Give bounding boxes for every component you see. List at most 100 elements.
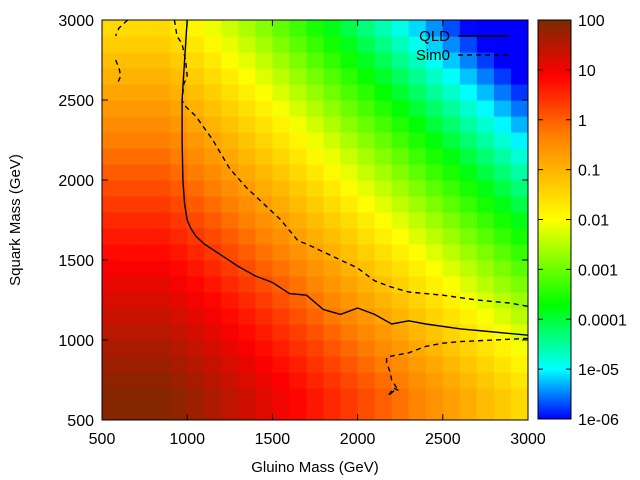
- heatmap-cell: [459, 20, 478, 37]
- heatmap-cell: [136, 84, 154, 101]
- heatmap-cell: [442, 388, 461, 405]
- heatmap-cell: [323, 52, 342, 69]
- heatmap-cell: [170, 324, 188, 341]
- heatmap-cell: [442, 148, 461, 165]
- heatmap-cell: [204, 356, 222, 373]
- heatmap-cell: [255, 340, 273, 357]
- heatmap-cell: [340, 292, 359, 309]
- heatmap-cell: [476, 180, 495, 197]
- heatmap-cell: [357, 84, 376, 101]
- heatmap-cell: [221, 212, 239, 229]
- heatmap-cell: [136, 116, 154, 133]
- heatmap-cell: [306, 324, 325, 341]
- heatmap-cell: [289, 20, 308, 37]
- colorbar-tick-label: 0.001: [578, 262, 618, 279]
- heatmap-cell: [272, 340, 291, 357]
- heatmap-cell: [306, 260, 325, 277]
- curve-sim0-segment-3: [114, 59, 122, 85]
- heatmap-cell: [391, 244, 410, 261]
- heatmap-cell: [289, 164, 308, 181]
- heatmap-cell: [357, 356, 376, 373]
- heatmap-cell: [476, 372, 495, 389]
- heatmap-cell: [374, 244, 393, 261]
- heatmap-cell: [425, 276, 444, 293]
- heatmap-cell: [425, 260, 444, 277]
- y-tick-label: 3000: [58, 13, 94, 30]
- heatmap-cell: [153, 324, 171, 341]
- heatmap-cell: [119, 132, 137, 149]
- heatmap-cell: [442, 116, 461, 133]
- heatmap-cell: [153, 116, 171, 133]
- heatmap-cell: [510, 260, 528, 277]
- heatmap-cell: [459, 404, 478, 420]
- heatmap-cell: [153, 260, 171, 277]
- heatmap-cell: [255, 356, 273, 373]
- heatmap-cell: [459, 164, 478, 181]
- heatmap-cells: [102, 20, 528, 420]
- heatmap-cell: [306, 68, 325, 85]
- heatmap-cell: [425, 372, 444, 389]
- heatmap-cell: [272, 388, 291, 405]
- heatmap-cell: [204, 228, 222, 245]
- heatmap-cell: [221, 404, 239, 420]
- heatmap-cell: [119, 260, 137, 277]
- heatmap-cell: [136, 100, 154, 117]
- heatmap-cell: [442, 196, 461, 213]
- heatmap-cell: [238, 388, 256, 405]
- heatmap-cell: [187, 388, 205, 405]
- heatmap-cell: [476, 100, 495, 117]
- heatmap-cell: [442, 276, 461, 293]
- heatmap-cell: [170, 180, 188, 197]
- heatmap-cell: [170, 356, 188, 373]
- heatmap-cell: [102, 68, 120, 85]
- heatmap-cell: [204, 68, 222, 85]
- colorbar-ticks: 100 10 1 0.1 0.01 0.001 0.0001 1e-05 1e-06: [538, 13, 627, 429]
- heatmap-cell: [102, 340, 120, 357]
- heatmap-cell: [238, 228, 256, 245]
- heatmap-cell: [323, 356, 342, 373]
- heatmap-cell: [391, 228, 410, 245]
- heatmap-cell: [136, 212, 154, 229]
- heatmap-cell: [204, 116, 222, 133]
- heatmap-cell: [238, 372, 256, 389]
- heatmap-cell: [374, 20, 393, 37]
- heatmap-cell: [476, 228, 495, 245]
- heatmap-cell: [136, 244, 154, 261]
- heatmap-cell: [391, 388, 410, 405]
- heatmap-cell: [493, 404, 512, 420]
- heatmap-cell: [493, 244, 512, 261]
- heatmap-cell: [255, 100, 273, 117]
- heatmap-cell: [323, 372, 342, 389]
- heatmap-cell: [102, 132, 120, 149]
- curve-sim0-segment-2: [114, 20, 129, 37]
- heatmap-cell: [255, 180, 273, 197]
- heatmap-cell: [136, 180, 154, 197]
- heatmap-cell: [476, 52, 495, 69]
- heatmap-cell: [442, 20, 461, 37]
- heatmap-cell: [119, 100, 137, 117]
- heatmap-cell: [187, 244, 205, 261]
- y-tick-label: 2500: [58, 93, 94, 110]
- heatmap-cell: [102, 84, 120, 101]
- heatmap-cell: [272, 148, 291, 165]
- heatmap-cell: [510, 116, 528, 133]
- heatmap-cell: [442, 228, 461, 245]
- heatmap-cell: [340, 164, 359, 181]
- heatmap-cell: [221, 116, 239, 133]
- heatmap-cell: [493, 276, 512, 293]
- colorbar-tick-label: 0.01: [578, 213, 609, 230]
- heatmap-cell: [255, 228, 273, 245]
- heatmap-cell: [357, 20, 376, 37]
- heatmap-cell: [306, 148, 325, 165]
- heatmap-cell: [255, 116, 273, 133]
- heatmap-cell: [238, 324, 256, 341]
- y-tick-label: 1000: [58, 333, 94, 350]
- heatmap-cell: [153, 148, 171, 165]
- heatmap-cell: [187, 260, 205, 277]
- heatmap-cell: [323, 324, 342, 341]
- heatmap-cell: [425, 388, 444, 405]
- heatmap-cell: [374, 212, 393, 229]
- heatmap-cell: [340, 196, 359, 213]
- heatmap-cell: [340, 180, 359, 197]
- heatmap-cell: [255, 292, 273, 309]
